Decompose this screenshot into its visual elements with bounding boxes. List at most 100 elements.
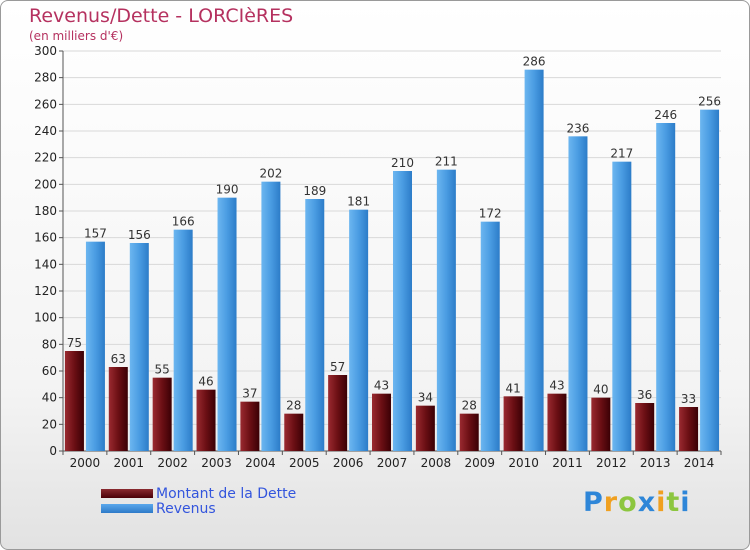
x-tick-label: 2004 (245, 456, 276, 470)
y-tick-label: 20 (42, 417, 57, 431)
chart-title: Revenus/Dette - LORCIèRES (29, 5, 294, 27)
logo-letter: i (656, 487, 667, 518)
legend-swatch-revenus (101, 504, 153, 513)
bar-revenus (436, 169, 456, 451)
data-label-dette: 43 (374, 379, 389, 393)
y-tick-label: 220 (34, 151, 57, 165)
x-tick-label: 2009 (464, 456, 495, 470)
logo-letter: P (583, 487, 604, 518)
y-tick-label: 300 (34, 44, 57, 58)
x-tick-label: 2001 (114, 456, 145, 470)
y-tick-label: 80 (42, 337, 57, 351)
data-label-dette: 46 (198, 375, 213, 389)
bar-revenus (261, 181, 281, 451)
chart-subtitle: (en milliers d'€) (29, 29, 124, 43)
data-label-revenus: 236 (567, 121, 590, 135)
data-label-revenus: 256 (698, 95, 721, 109)
bar-dette (591, 397, 611, 451)
x-tick-label: 2010 (508, 456, 539, 470)
logo-letter: t (666, 487, 681, 518)
y-tick-label: 40 (42, 391, 57, 405)
logo-letter: x (637, 487, 657, 518)
bar-dette (108, 367, 128, 451)
bar-dette (152, 377, 172, 451)
logo-letter: o (618, 487, 638, 518)
bar-dette (459, 413, 479, 451)
logo-letter: r (603, 487, 619, 518)
legend-swatch-dette (101, 489, 153, 498)
x-tick-label: 2008 (421, 456, 452, 470)
legend-label-revenus: Revenus (156, 501, 216, 517)
bar-revenus (173, 229, 193, 451)
x-tick-label: 2002 (157, 456, 188, 470)
data-label-dette: 57 (330, 360, 345, 374)
data-label-revenus: 246 (654, 108, 677, 122)
data-label-dette: 40 (593, 383, 608, 397)
data-label-dette: 43 (549, 379, 564, 393)
data-label-revenus: 157 (84, 227, 107, 241)
data-label-revenus: 211 (435, 155, 458, 169)
bar-dette (372, 393, 391, 451)
x-tick-label: 2005 (289, 456, 320, 470)
bar-revenus (129, 243, 149, 451)
bar-revenus (568, 136, 588, 452)
data-label-revenus: 172 (479, 207, 502, 221)
data-label-dette: 36 (637, 388, 652, 402)
y-tick-label: 120 (34, 284, 57, 298)
data-label-dette: 28 (286, 399, 301, 413)
x-tick-label: 2006 (333, 456, 364, 470)
data-label-revenus: 166 (172, 215, 195, 229)
logo-letter: i (680, 487, 691, 518)
data-label-dette: 55 (155, 363, 170, 377)
x-tick-label: 2003 (201, 456, 232, 470)
data-label-dette: 37 (242, 387, 257, 401)
legend-label-dette: Montant de la Dette (156, 486, 297, 502)
proxiti-logo: Proxiti (583, 487, 691, 518)
y-tick-label: 180 (34, 204, 57, 218)
bar-revenus (656, 123, 676, 451)
data-label-revenus: 286 (523, 55, 546, 69)
data-label-revenus: 189 (303, 184, 326, 198)
data-label-dette: 28 (462, 399, 477, 413)
x-tick-label: 2012 (596, 456, 627, 470)
y-tick-label: 260 (34, 97, 57, 111)
bar-dette (503, 396, 523, 451)
bar-revenus (217, 197, 237, 451)
data-label-revenus: 190 (216, 183, 239, 197)
data-label-dette: 41 (505, 381, 520, 395)
x-tick-label: 2007 (377, 456, 408, 470)
y-tick-label: 100 (34, 311, 57, 325)
y-tick-label: 0 (49, 444, 57, 458)
data-label-dette: 33 (681, 392, 696, 406)
bar-revenus (393, 171, 412, 451)
bar-dette (64, 351, 84, 451)
bar-revenus (524, 69, 544, 452)
bar-dette (547, 393, 567, 451)
x-tick-label: 2014 (684, 456, 715, 470)
bar-revenus (700, 109, 720, 452)
bar-revenus (612, 161, 632, 451)
data-label-dette: 34 (418, 391, 433, 405)
y-tick-label: 140 (34, 257, 57, 271)
x-tick-label: 2013 (640, 456, 671, 470)
bar-revenus (480, 221, 500, 451)
data-label-revenus: 156 (128, 228, 151, 242)
bar-dette (240, 401, 260, 451)
bar-dette (284, 413, 304, 451)
y-tick-label: 200 (34, 177, 57, 191)
y-tick-label: 280 (34, 71, 57, 85)
y-tick-label: 160 (34, 231, 57, 245)
bar-revenus (85, 241, 105, 451)
data-label-dette: 63 (111, 352, 126, 366)
x-tick-label: 2011 (552, 456, 583, 470)
data-label-revenus: 217 (610, 147, 633, 161)
bar-dette (679, 407, 699, 451)
data-label-revenus: 210 (391, 156, 414, 170)
y-tick-label: 240 (34, 124, 57, 138)
bar-dette (415, 405, 435, 451)
bar-dette (328, 375, 348, 451)
y-tick-label: 60 (42, 364, 57, 378)
data-label-revenus: 202 (259, 167, 282, 181)
